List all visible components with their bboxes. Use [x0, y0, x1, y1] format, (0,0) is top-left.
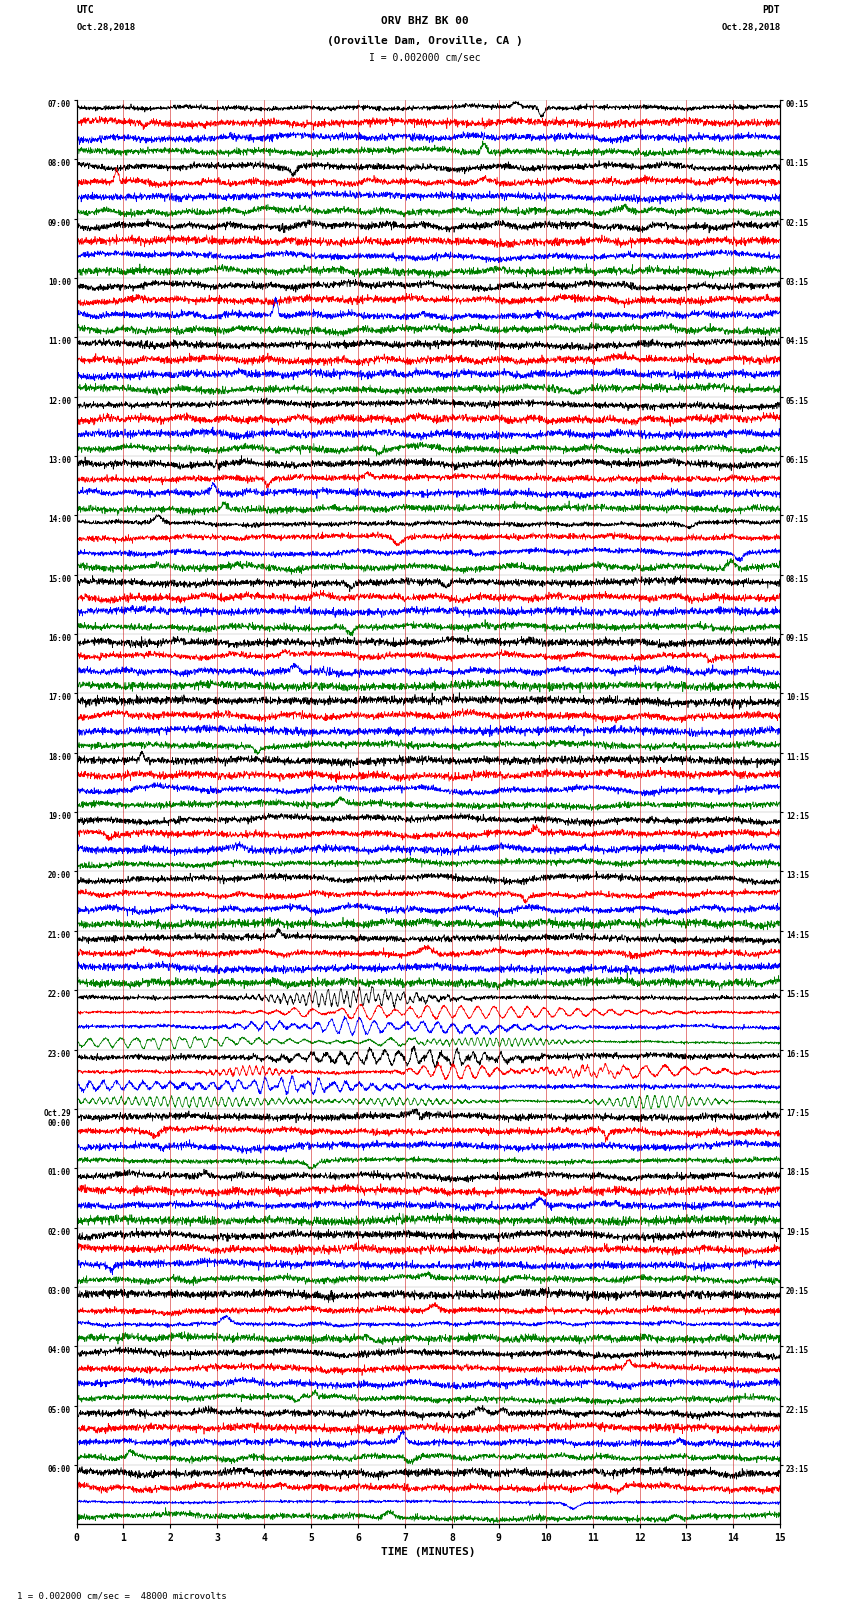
Text: Oct.28,2018: Oct.28,2018 [76, 23, 136, 32]
Text: PDT: PDT [762, 5, 780, 15]
X-axis label: TIME (MINUTES): TIME (MINUTES) [381, 1547, 476, 1558]
Text: ORV BHZ BK 00: ORV BHZ BK 00 [381, 16, 469, 26]
Text: UTC: UTC [76, 5, 94, 15]
Text: Oct.28,2018: Oct.28,2018 [721, 23, 780, 32]
Text: 1 = 0.002000 cm/sec =  48000 microvolts: 1 = 0.002000 cm/sec = 48000 microvolts [17, 1590, 227, 1600]
Text: I = 0.002000 cm/sec: I = 0.002000 cm/sec [369, 53, 481, 63]
Text: (Oroville Dam, Oroville, CA ): (Oroville Dam, Oroville, CA ) [327, 35, 523, 45]
